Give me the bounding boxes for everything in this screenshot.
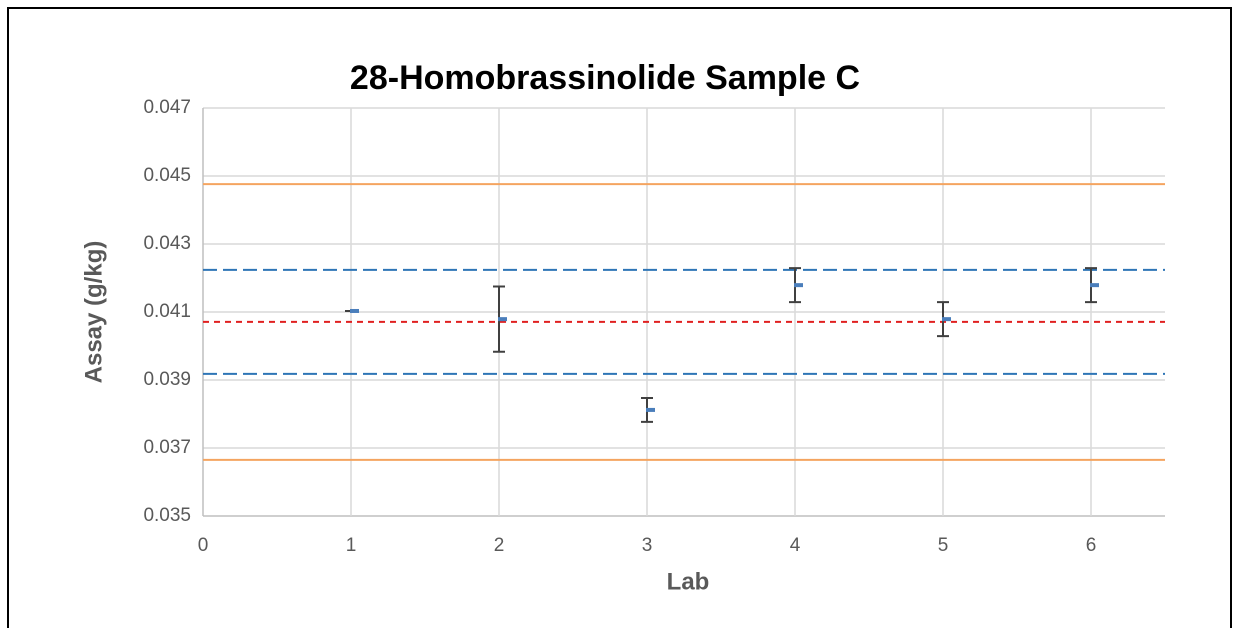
- y-tick-label: 0.037: [143, 437, 191, 458]
- y-tick-label: 0.039: [143, 369, 191, 390]
- chart-title: 28-Homobrassinolide Sample C: [350, 59, 860, 97]
- y-tick-label: 0.045: [143, 165, 191, 186]
- y-tick-label: 0.047: [143, 97, 191, 118]
- y-axis-label: Assay (g/kg): [80, 241, 107, 384]
- x-tick-label: 2: [494, 535, 505, 556]
- x-tick-label: 1: [346, 535, 357, 556]
- x-tick-label: 3: [642, 535, 653, 556]
- y-tick-label: 0.043: [143, 233, 191, 254]
- x-tick-label: 4: [790, 535, 801, 556]
- frame: [7, 7, 1232, 628]
- x-tick-label: 5: [938, 535, 949, 556]
- y-tick-label: 0.041: [143, 301, 191, 322]
- x-axis-label: Lab: [667, 568, 710, 595]
- y-tick-label: 0.035: [143, 505, 191, 526]
- x-tick-label: 0: [198, 535, 209, 556]
- x-tick-label: 6: [1086, 535, 1097, 556]
